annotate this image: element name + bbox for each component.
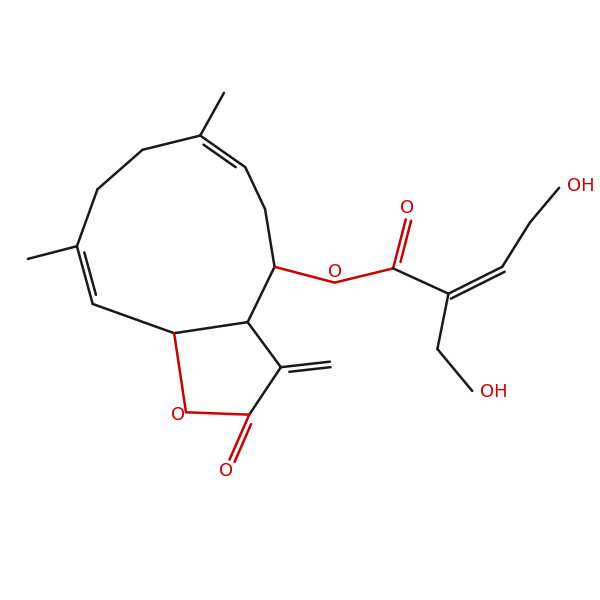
Text: OH: OH [567, 177, 595, 195]
Text: O: O [328, 263, 343, 281]
Text: O: O [400, 199, 415, 217]
Text: O: O [171, 406, 185, 424]
Text: OH: OH [480, 383, 508, 401]
Text: O: O [219, 462, 233, 480]
